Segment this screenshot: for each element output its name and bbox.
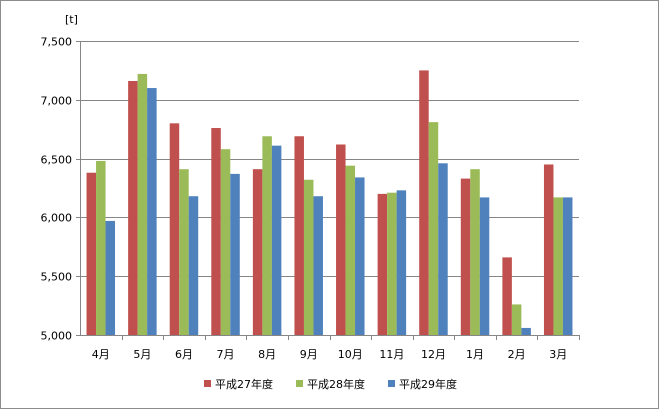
- bars: [86, 70, 573, 336]
- y-tick-label: 6,000: [41, 212, 73, 225]
- bar-2: [220, 149, 231, 335]
- bar-2: [179, 169, 189, 335]
- x-tick-label: 8月: [258, 348, 276, 361]
- legend-label: 平成28年度: [307, 377, 365, 391]
- legend-swatch: [204, 380, 211, 387]
- bar-1: [419, 70, 429, 336]
- x-tick-label: 6月: [175, 348, 193, 361]
- x-tick-label: 9月: [300, 348, 318, 361]
- y-tick-labels: 5,000 5,500 6,000 6,500 7,000 7,500: [41, 36, 73, 343]
- x-tick-label: 1月: [466, 348, 484, 361]
- legend-label: 平成27年度: [215, 377, 273, 391]
- bar-1: [86, 172, 97, 335]
- x-tick-label: 4月: [92, 348, 110, 361]
- bar-3: [396, 190, 407, 335]
- x-tick-label: 10月: [338, 348, 363, 361]
- legend: 平成27年度 平成28年度 平成29年度: [204, 377, 457, 391]
- bar-2: [345, 165, 356, 335]
- bar-1: [252, 169, 263, 335]
- bar-1: [543, 164, 554, 335]
- x-tick-label: 5月: [133, 348, 151, 361]
- bar-1: [502, 257, 512, 335]
- bar-3: [438, 163, 448, 335]
- legend-swatch: [296, 380, 303, 387]
- x-tick-labels: 4月 5月 6月 7月 8月 9月 10月 11月 12月 1月 2月 3月: [92, 348, 567, 361]
- y-tick-label: 5,500: [41, 271, 73, 284]
- bar-1: [211, 128, 221, 335]
- y-tick-label: 5,000: [41, 330, 73, 343]
- bar-2: [96, 160, 106, 335]
- bar-3: [230, 173, 240, 335]
- bar-3: [355, 177, 365, 335]
- x-tick-label: 2月: [508, 348, 526, 361]
- bar-1: [294, 136, 304, 335]
- gridlines: [80, 41, 579, 277]
- bar-3: [271, 145, 282, 335]
- bar-2: [303, 179, 314, 335]
- bar-1: [128, 80, 138, 335]
- x-tick-label: 7月: [217, 348, 235, 361]
- bar-2: [428, 122, 439, 335]
- bar-3: [188, 196, 199, 335]
- bar-2: [387, 192, 397, 335]
- bar-1: [169, 123, 180, 335]
- bar-3: [313, 196, 323, 335]
- legend-swatch: [388, 380, 395, 387]
- bar-2: [470, 169, 480, 335]
- bar-2: [511, 304, 522, 335]
- bar-2: [262, 136, 272, 335]
- x-tick-label: 12月: [421, 348, 446, 361]
- x-tick-label: 11月: [379, 348, 404, 361]
- bar-3: [147, 88, 157, 335]
- bar-1: [377, 193, 388, 335]
- bar-2: [137, 73, 148, 335]
- axes: [76, 41, 580, 340]
- bar-2: [553, 197, 563, 335]
- bar-3: [521, 327, 531, 335]
- bar-3: [562, 197, 573, 335]
- bar-3: [105, 220, 116, 335]
- legend-label: 平成29年度: [399, 377, 457, 391]
- bar-1: [336, 144, 346, 335]
- bar-3: [479, 197, 490, 335]
- y-unit-label: [t]: [65, 13, 78, 26]
- y-tick-label: 6,500: [41, 154, 73, 167]
- bar-1: [460, 178, 471, 335]
- y-tick-label: 7,500: [41, 36, 73, 49]
- y-tick-label: 7,000: [41, 95, 73, 108]
- x-tick-label: 3月: [549, 348, 567, 361]
